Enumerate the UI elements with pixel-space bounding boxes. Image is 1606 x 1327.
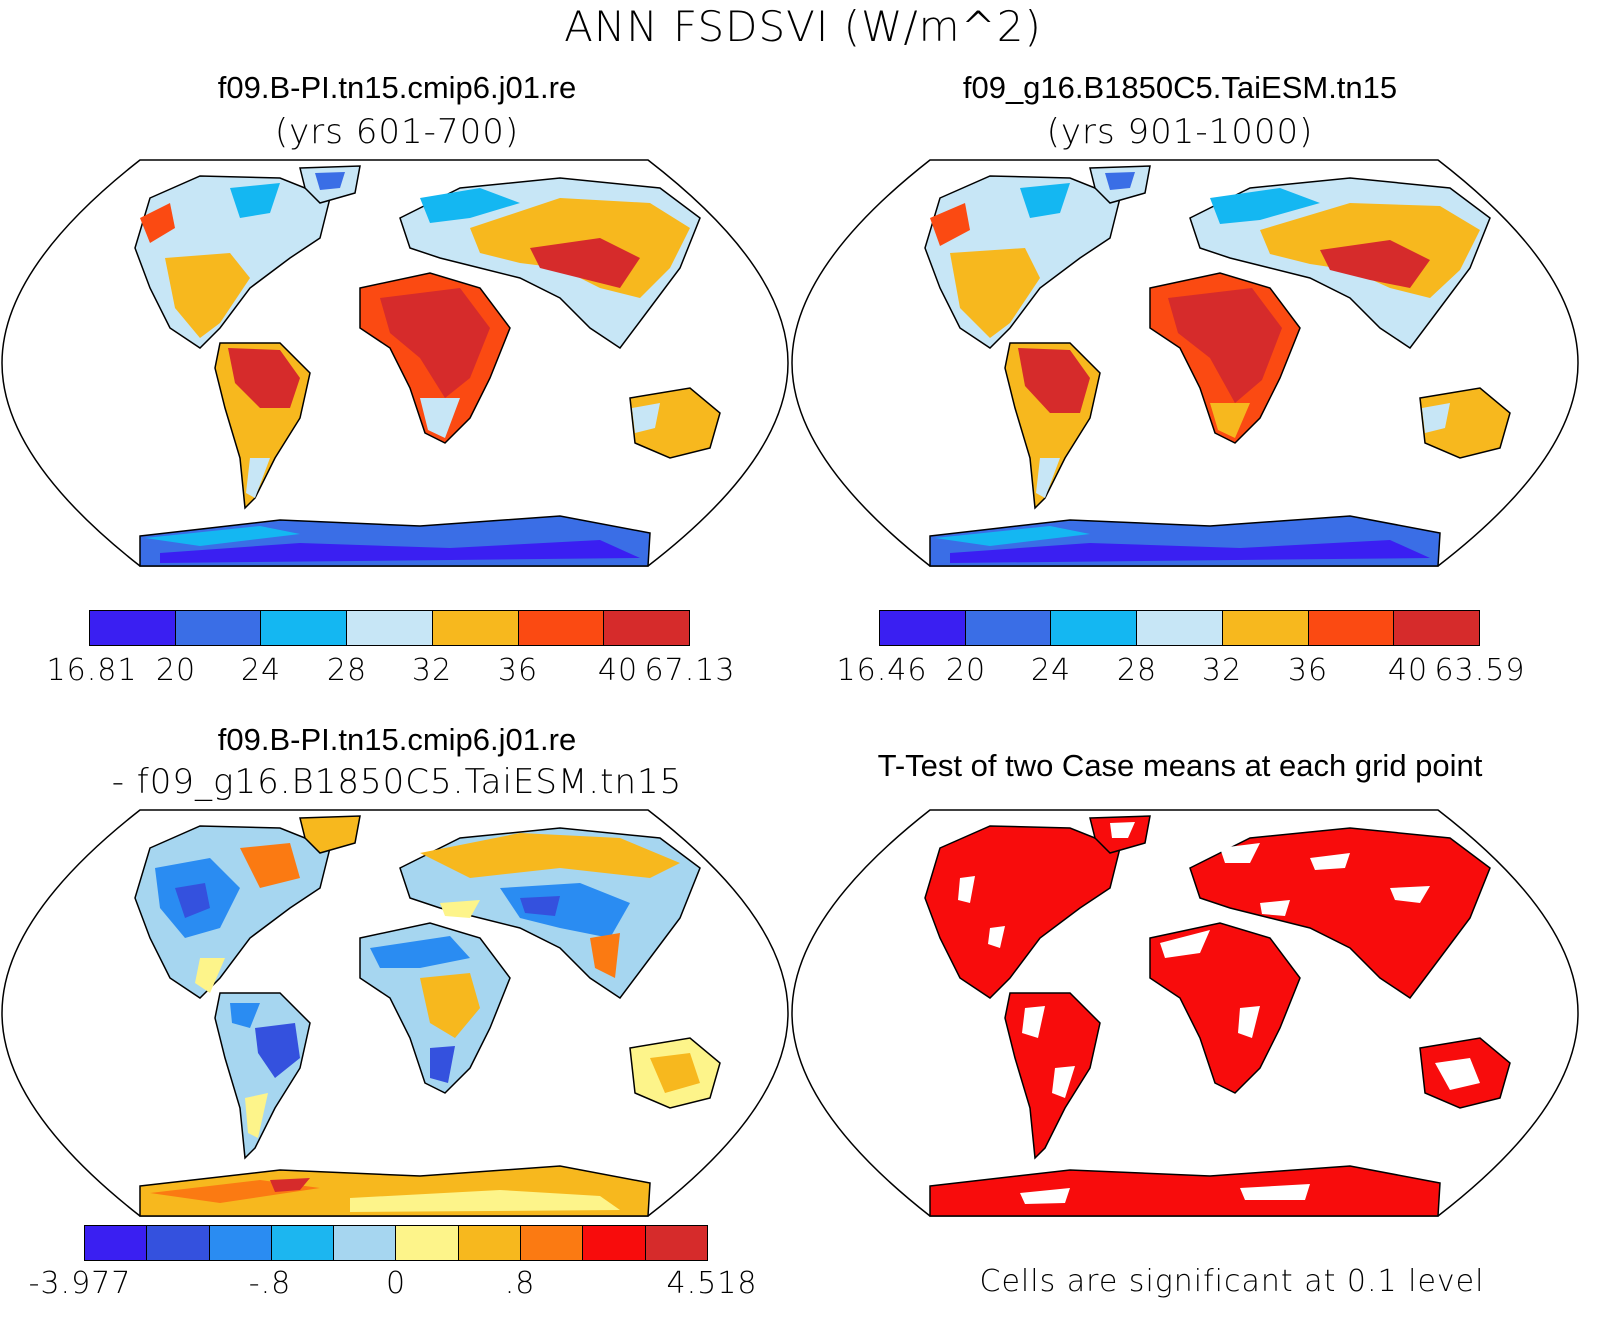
panel-title-top-left: f09.B-PI.tn15.cmip6.j01.re [217,70,577,105]
colorbar-tick-label: .8 [504,1266,536,1301]
north-america [924,825,1121,999]
colorbar-cell [880,611,966,645]
colorbar-cell [1222,611,1309,645]
colorbar-cell [147,1226,210,1260]
map-mean-case2 [791,159,1579,567]
panel-subtitle-bottom-left: - f09_g16.B1850C5.TaiESM.tn15 [111,762,683,802]
main-title: ANN FSDSVI (W/m^2) [564,2,1042,51]
colorbar-cell [518,611,605,645]
map-ttest [791,809,1579,1217]
colorbar-tick-label: 40 [597,653,639,688]
colorbar-tick-label: 32 [411,653,453,688]
colorbar-cell [604,611,690,645]
colorbar-tick-label: 24 [1030,653,1072,688]
colorbar-tick-label: 28 [1116,653,1158,688]
panel-title-bottom-right: T-Test of two Case means at each grid po… [877,748,1483,783]
colorbar-cell [1308,611,1395,645]
colorbar-cell [209,1226,272,1260]
panel-subtitle-top-right: (yrs 901-1000) [1046,112,1314,152]
colorbar-tick-label: 20 [945,653,987,688]
colorbar-tick-label: 16.81 [46,653,138,688]
colorbar-cell [175,611,262,645]
colorbar-cell [432,611,519,645]
colorbar-tick-label: 36 [497,653,539,688]
colorbar-tick-label: 40 [1387,653,1429,688]
panel-subtitle-top-left: (yrs 601-700) [274,112,520,152]
colorbar-tick-label: 32 [1201,653,1243,688]
colorbar-cell [271,1226,335,1260]
colorbar-bottom-left [84,1225,708,1261]
colorbar-tick-label: -3.977 [28,1266,132,1301]
greenland [299,815,361,854]
colorbar-top-right [879,610,1480,646]
colorbar-tick-label: 28 [326,653,368,688]
colorbar-tick-label: 67.13 [644,653,736,688]
panel-title-top-right: f09_g16.B1850C5.TaiESM.tn15 [962,70,1398,105]
colorbar-tick-label: 63.59 [1434,653,1526,688]
map-difference [1,809,789,1217]
colorbar-tick-label: 16.46 [836,653,928,688]
colorbar-cell [85,1226,148,1260]
ttest-footnote: Cells are significant at 0.1 level [979,1264,1485,1299]
panel-title-bottom-left: f09.B-PI.tn15.cmip6.j01.re [217,722,577,757]
colorbar-cell [521,1226,584,1260]
antarctica [929,1165,1441,1217]
colorbar-cell [583,1226,646,1260]
africa [1149,922,1301,1094]
colorbar-cell [965,611,1052,645]
colorbar-tick-label: 36 [1287,653,1329,688]
colorbar-tick-label: 4.518 [666,1266,758,1301]
colorbar-tick-label: 0 [385,1266,407,1301]
colorbar-cell [90,611,176,645]
colorbar-tick-label: -.8 [248,1266,292,1301]
map-mean-case1 [1,159,789,567]
colorbar-cell [261,611,348,645]
colorbar-cell [347,611,433,645]
colorbar-cell [396,1226,459,1260]
colorbar-cell [1051,611,1138,645]
colorbar-tick-label: 20 [155,653,197,688]
eurasia [1189,827,1491,1000]
colorbar-top-left [89,610,690,646]
colorbar-cell [334,1226,397,1260]
colorbar-cell [1137,611,1223,645]
colorbar-cell [645,1226,707,1260]
colorbar-cell [458,1226,522,1260]
colorbar-tick-label: 24 [240,653,282,688]
colorbar-cell [1394,611,1480,645]
